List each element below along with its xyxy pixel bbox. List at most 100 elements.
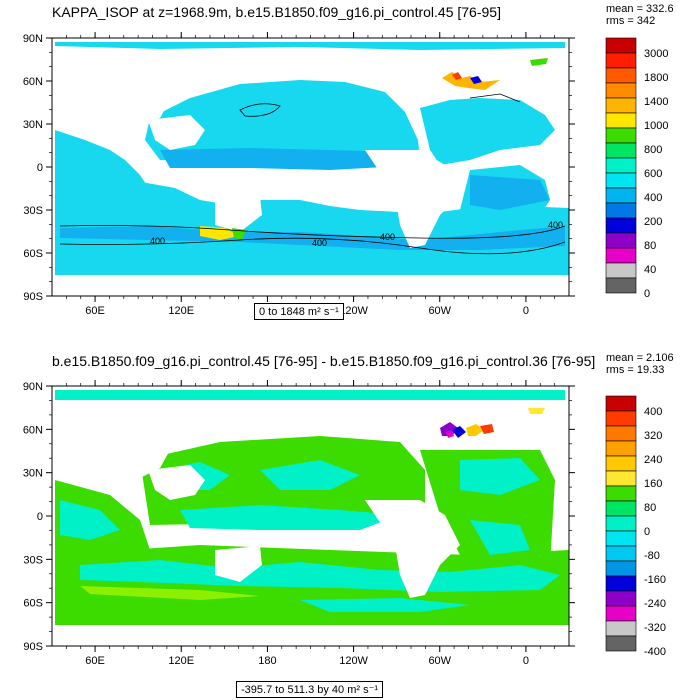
top-xtick-label: 0 xyxy=(523,305,529,317)
top-map-panel: 400 400 400 400 60E120E180120W60W090N60N… xyxy=(23,32,668,317)
bottom-colorbar-label: 0 xyxy=(644,526,650,538)
bottom-colorbar-swatch xyxy=(605,545,637,562)
bottom-axes: 60E 120E 180 120W 60W 0 90N 60N 30N 0 30S 60S 90S xyxy=(23,380,575,667)
bottom-colorbar-swatch xyxy=(605,455,637,472)
top-colorbar-swatch xyxy=(605,172,637,189)
top-stats: mean = 332.6 rms = 342 xyxy=(606,3,674,27)
bottom-chart-title: b.e15.B1850.f09_g16.pi_control.45 [76-95… xyxy=(52,353,596,369)
bottom-stat-mean: mean = 2.106 xyxy=(606,352,674,364)
bottom-ytick-label: 60N xyxy=(23,424,43,436)
top-colorbar-label: 400 xyxy=(644,192,662,204)
top-ytick-label: 90N xyxy=(23,33,43,45)
top-stat-rms: rms = 342 xyxy=(606,15,656,27)
top-colorbar-swatch xyxy=(605,37,637,54)
top-colorbar-label: 0 xyxy=(644,288,650,300)
top-ytick-label: 60S xyxy=(23,248,43,260)
bottom-colorbar-swatch xyxy=(605,560,637,577)
top-ytick-label: 0 xyxy=(37,162,43,174)
top-colorbar-swatch xyxy=(605,82,637,99)
bottom-map-panel: 60E 120E 180 120W 60W 0 90N 60N 30N 0 30S 60S 90S 40… xyxy=(23,380,666,667)
top-colorbar-swatch xyxy=(605,217,637,234)
bottom-colorbar: 400 320 240 160 80 0 -80 -160 -240 -320 -400 xyxy=(605,395,666,658)
top-colorbar-swatch xyxy=(605,127,637,144)
top-ytick-label: 30S xyxy=(23,205,43,217)
top-range-label: 0 to 1848 m² s⁻¹ xyxy=(254,303,344,320)
top-colorbar-swatch xyxy=(605,67,637,84)
bottom-colorbar-swatch xyxy=(605,500,637,517)
top-contour-label-1: 400 xyxy=(150,236,165,246)
bottom-xtick-label: 60E xyxy=(85,655,105,667)
bottom-colorbar-swatch xyxy=(605,410,637,427)
top-colorbar-swatch xyxy=(605,277,637,294)
bottom-colorbar-swatch xyxy=(605,470,637,487)
top-colorbar-label: 1400 xyxy=(644,96,668,108)
bottom-stat-rms: rms = 19.33 xyxy=(606,364,665,376)
top-colorbar-label: 600 xyxy=(644,168,662,180)
bottom-ytick-label: 0 xyxy=(37,511,43,523)
bottom-ytick-label: 30N xyxy=(23,468,43,480)
bottom-colorbar-swatch xyxy=(605,530,637,547)
bottom-xtick-label: 120W xyxy=(339,655,368,667)
bottom-colorbar-swatch xyxy=(605,575,637,592)
top-colorbar-label: 40 xyxy=(644,264,656,276)
top-chart-title: KAPPA_ISOP at z=1968.9m, b.e15.B1850.f09… xyxy=(52,4,501,20)
bottom-colorbar-label: -160 xyxy=(644,574,666,586)
bottom-colorbar-swatch xyxy=(605,620,637,637)
bottom-colorbar-swatch xyxy=(605,515,637,532)
top-colorbar-label: 800 xyxy=(644,144,662,156)
top-colorbar-swatch xyxy=(605,202,637,219)
top-colorbar-swatch xyxy=(605,187,637,204)
top-stat-mean: mean = 332.6 xyxy=(606,3,674,15)
top-xtick-label: 60E xyxy=(85,305,105,317)
bottom-colorbar-label: -240 xyxy=(644,598,666,610)
bottom-colorbar-label: 160 xyxy=(644,478,662,490)
top-colorbar-label: 80 xyxy=(644,240,656,252)
bottom-ytick-label: 90S xyxy=(23,641,43,653)
top-xtick-label: 120W xyxy=(339,305,368,317)
top-colorbar-swatch xyxy=(605,52,637,69)
top-xtick-label: 120E xyxy=(168,305,194,317)
bottom-stats: mean = 2.106 rms = 19.33 xyxy=(606,352,674,376)
bottom-colorbar-label: 80 xyxy=(644,502,656,514)
bottom-ytick-label: 60S xyxy=(23,598,43,610)
bottom-xtick-label: 120E xyxy=(168,655,194,667)
top-colorbar-swatch xyxy=(605,247,637,264)
top-colorbar-swatch xyxy=(605,232,637,249)
top-colorbar-label: 200 xyxy=(644,216,662,228)
bottom-xtick-label: 60W xyxy=(428,655,451,667)
top-contour-label-4: 400 xyxy=(548,220,563,230)
bottom-colorbar-swatch xyxy=(605,485,637,502)
bottom-range-label: -395.7 to 511.3 by 40 m² s⁻¹ xyxy=(236,681,384,698)
bottom-colorbar-label: -400 xyxy=(644,646,666,658)
bottom-ytick-label: 30S xyxy=(23,554,43,566)
top-ytick-label: 30N xyxy=(23,119,43,131)
top-colorbar-swatch xyxy=(605,157,637,174)
bottom-colorbar-swatch xyxy=(605,425,637,442)
top-ytick-label: 60N xyxy=(23,76,43,88)
bottom-map-field xyxy=(52,390,569,646)
top-contour-label-3: 400 xyxy=(380,232,395,242)
top-xtick-label: 60W xyxy=(428,305,451,317)
top-colorbar-swatch xyxy=(605,142,637,159)
top-colorbar-swatch xyxy=(605,97,637,114)
bottom-colorbar-swatch xyxy=(605,590,637,607)
top-colorbar-label: 1800 xyxy=(644,72,668,84)
top-ytick-label: 90S xyxy=(23,291,43,303)
bottom-colorbar-swatch xyxy=(605,635,637,652)
bottom-colorbar-swatch xyxy=(605,605,637,622)
top-colorbar-swatch xyxy=(605,112,637,129)
bottom-colorbar-label: 320 xyxy=(644,430,662,442)
bottom-colorbar-label: 400 xyxy=(644,406,662,418)
top-colorbar-label: 1000 xyxy=(644,120,668,132)
top-colorbar-swatch xyxy=(605,262,637,279)
bottom-colorbar-label: -320 xyxy=(644,622,666,634)
bottom-xtick-label: 0 xyxy=(523,655,529,667)
bottom-colorbar-label: 240 xyxy=(644,454,662,466)
bottom-colorbar-swatch xyxy=(605,440,637,457)
top-map-field: 400 400 400 400 xyxy=(52,42,569,296)
bottom-ytick-label: 90N xyxy=(23,381,43,393)
bottom-colorbar-swatch xyxy=(605,395,637,412)
bottom-colorbar-label: -80 xyxy=(644,550,660,562)
